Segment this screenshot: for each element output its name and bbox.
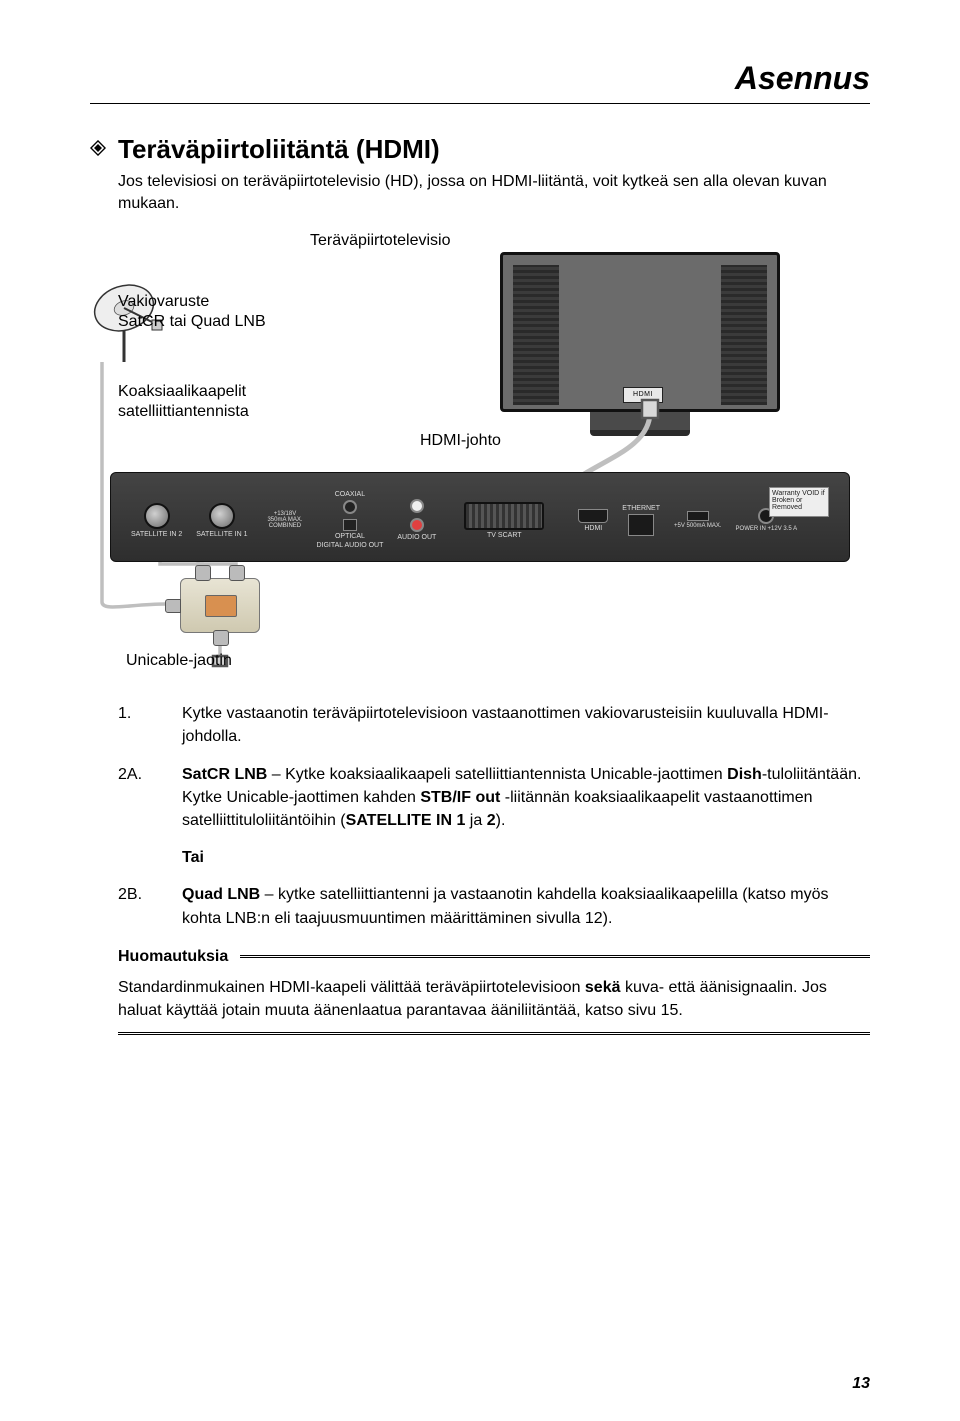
connection-diagram: Teräväpiirtotelevisio Vakiovaruste SatCR… [90, 232, 870, 672]
audio-out-white [410, 499, 424, 513]
section-intro: Jos televisiosi on teräväpiirtotelevisio… [118, 171, 870, 214]
list-number: 2B. [118, 883, 182, 929]
optical-label: OPTICAL [335, 533, 365, 540]
list-or-separator: Tai [182, 846, 870, 869]
list-number: 1. [118, 702, 182, 748]
header-rule [90, 103, 870, 104]
list-body: Quad LNB – kytke satelliittiantenni ja v… [182, 883, 870, 929]
notes-heading-row: Huomautuksia [118, 948, 870, 966]
usb-spec-label: +5V 500mA MAX. [674, 523, 722, 529]
section-title: Teräväpiirtoliitäntä (HDMI) [118, 134, 440, 165]
coaxial-label: COAXIAL [335, 491, 365, 498]
notes-body: Standardinmukainen HDMI-kaapeli välittää… [118, 976, 870, 1022]
warranty-sticker: Warranty VOID if Broken or Removed [769, 487, 829, 517]
page-header-title: Asennus [90, 60, 870, 97]
page-number: 13 [852, 1375, 870, 1393]
power-label: POWER IN +12V 3.5 A [736, 526, 798, 532]
digital-audio-label: DIGITAL AUDIO OUT [316, 542, 383, 549]
unicable-splitter-icon [180, 578, 260, 633]
lnb-power-spec: +13/18V 350mA MAX. COMBINED [267, 511, 302, 529]
satellite-in-2-port [144, 503, 170, 529]
ethernet-port [628, 514, 654, 536]
diamond-bullet-icon [90, 140, 106, 156]
satellite-in-2-label: SATELLITE IN 2 [131, 531, 182, 538]
coaxial-port [343, 500, 357, 514]
list-number: 2A. [118, 763, 182, 833]
usb-port [687, 511, 709, 521]
audio-out-label: AUDIO OUT [397, 534, 436, 541]
scart-port [464, 502, 544, 530]
notes-heading-rule [240, 955, 870, 959]
ethernet-label: ETHERNET [622, 505, 660, 512]
stb-hdmi-port [578, 509, 608, 523]
satellite-in-1-port [209, 503, 235, 529]
scart-label: TV SCART [487, 532, 522, 539]
list-item: 1. Kytke vastaanotin teräväpiirtotelevis… [118, 702, 870, 748]
set-top-box-rear: SATELLITE IN 2 SATELLITE IN 1 +13/18V 35… [110, 472, 850, 562]
notes-end-rule [118, 1032, 870, 1036]
instruction-list: 1. Kytke vastaanotin teräväpiirtotelevis… [118, 702, 870, 930]
optical-port [343, 519, 357, 531]
stb-hdmi-label: HDMI [584, 525, 602, 532]
notes-heading-label: Huomautuksia [118, 948, 228, 966]
audio-out-red [410, 518, 424, 532]
list-body: SatCR LNB – Kytke koaksiaalikaapeli sate… [182, 763, 870, 833]
list-item: 2B. Quad LNB – kytke satelliittiantenni … [118, 883, 870, 929]
list-body: Kytke vastaanotin teräväpiirtotelevisioo… [182, 702, 870, 748]
list-item: 2A. SatCR LNB – Kytke koaksiaalikaapeli … [118, 763, 870, 833]
satellite-in-1-label: SATELLITE IN 1 [196, 531, 247, 538]
splitter-label: Unicable-jaotin [126, 652, 232, 670]
